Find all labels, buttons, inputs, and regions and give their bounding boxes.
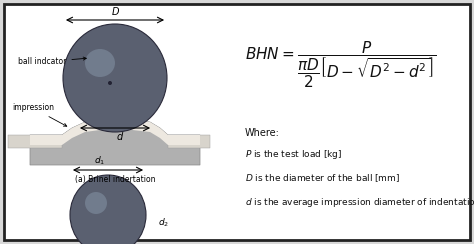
Ellipse shape bbox=[63, 24, 167, 132]
Text: d: d bbox=[117, 132, 123, 142]
Ellipse shape bbox=[70, 175, 146, 244]
Text: $\mathit{BHN} = \dfrac{P}{\dfrac{\pi D}{2}\left[D - \sqrt{D^2 - d^2}\right]}$: $\mathit{BHN} = \dfrac{P}{\dfrac{\pi D}{… bbox=[245, 40, 436, 90]
Text: impression: impression bbox=[12, 103, 67, 126]
Polygon shape bbox=[30, 118, 200, 165]
Polygon shape bbox=[8, 135, 62, 148]
Ellipse shape bbox=[85, 49, 115, 77]
Polygon shape bbox=[168, 135, 210, 148]
Text: $d$ is the average impression diameter of indentation [mm]: $d$ is the average impression diameter o… bbox=[245, 196, 474, 209]
Text: $d_1$: $d_1$ bbox=[94, 154, 106, 167]
Text: ball indcator: ball indcator bbox=[18, 57, 86, 67]
Text: D: D bbox=[111, 7, 119, 17]
Text: $d_2$: $d_2$ bbox=[158, 217, 169, 229]
Text: Where:: Where: bbox=[245, 128, 280, 138]
Ellipse shape bbox=[108, 81, 112, 85]
FancyBboxPatch shape bbox=[4, 4, 470, 240]
Polygon shape bbox=[30, 118, 200, 145]
Text: $P$ is the test load [kg]: $P$ is the test load [kg] bbox=[245, 148, 342, 161]
Text: (a) Brinel indertation: (a) Brinel indertation bbox=[75, 175, 155, 184]
Ellipse shape bbox=[85, 192, 107, 214]
Text: $D$ is the diameter of the ball [mm]: $D$ is the diameter of the ball [mm] bbox=[245, 172, 400, 184]
